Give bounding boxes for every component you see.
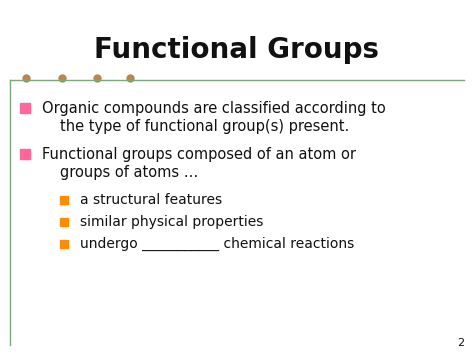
Text: the type of functional group(s) present.: the type of functional group(s) present. xyxy=(60,119,349,133)
Bar xyxy=(60,196,68,204)
Text: groups of atoms …: groups of atoms … xyxy=(60,164,198,180)
Bar xyxy=(20,103,30,113)
Text: a structural features: a structural features xyxy=(80,193,222,207)
Text: similar physical properties: similar physical properties xyxy=(80,215,264,229)
Bar xyxy=(20,149,30,159)
Bar xyxy=(60,240,68,248)
Text: Functional groups composed of an atom or: Functional groups composed of an atom or xyxy=(42,147,356,162)
Text: Functional Groups: Functional Groups xyxy=(94,36,380,64)
Bar xyxy=(60,218,68,226)
Text: undergo ___________ chemical reactions: undergo ___________ chemical reactions xyxy=(80,237,354,251)
Text: Organic compounds are classified according to: Organic compounds are classified accordi… xyxy=(42,100,386,115)
Text: 2: 2 xyxy=(457,338,464,348)
